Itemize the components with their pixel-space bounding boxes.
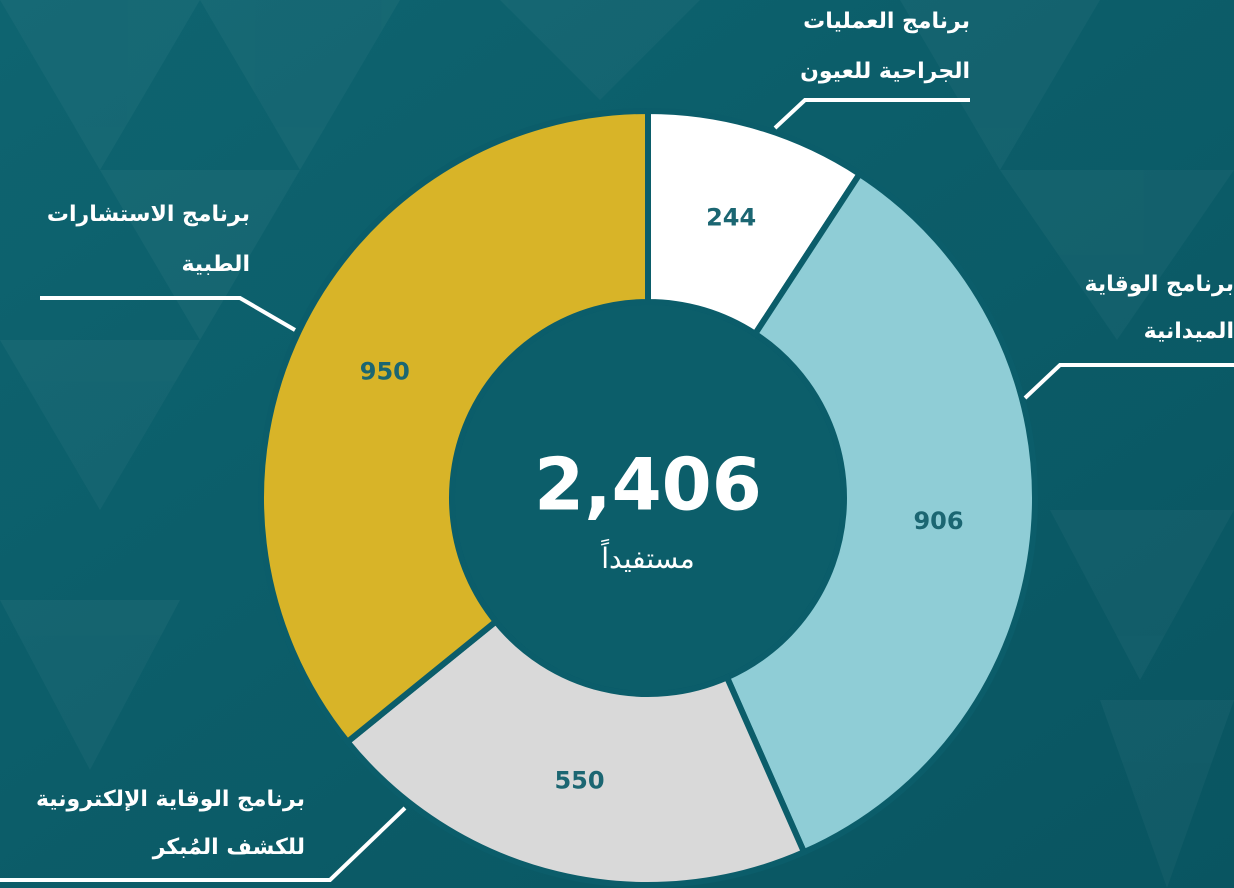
- category-label: للكشف المُبكر: [152, 835, 305, 860]
- value-label: 950: [360, 358, 410, 386]
- center-label: مستفيداً: [601, 538, 695, 575]
- category-label: الميدانية: [1144, 319, 1234, 344]
- value-label: 550: [554, 766, 604, 794]
- center-value: 2,406: [534, 443, 762, 527]
- donut-segment: [343, 617, 808, 888]
- category-label: برنامج الوقاية الإلكترونية: [36, 787, 305, 812]
- category-label: برنامج العمليات: [803, 9, 970, 34]
- leader-line: [40, 296, 297, 332]
- leader-line: [1023, 363, 1234, 400]
- donut-segment: [258, 107, 651, 747]
- category-label: الجراحية للعيون: [800, 59, 970, 84]
- donut-hole: [455, 305, 841, 691]
- category-label: الطبية: [181, 252, 250, 277]
- value-label: 244: [706, 204, 756, 232]
- value-label: 906: [913, 507, 963, 535]
- leader-line: [773, 98, 970, 130]
- leader-line: [0, 806, 407, 882]
- category-label: برنامج الوقاية: [1085, 272, 1234, 297]
- donut-segment: [723, 169, 1038, 857]
- category-label: برنامج الاستشارات: [47, 202, 250, 227]
